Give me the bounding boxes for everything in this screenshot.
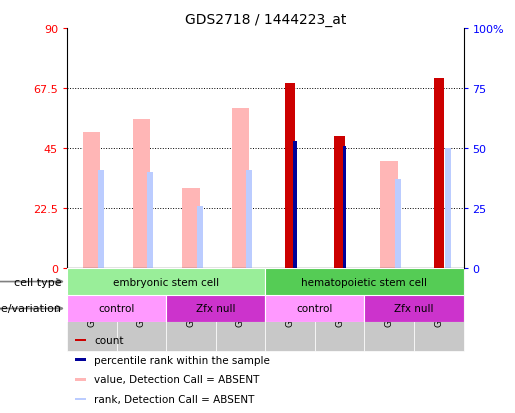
- Bar: [75, 398, 86, 400]
- Bar: [147, 173, 153, 268]
- Text: embryonic stem cell: embryonic stem cell: [113, 277, 219, 287]
- Text: control: control: [98, 304, 135, 314]
- Bar: [365, 268, 414, 351]
- Bar: [395, 180, 401, 268]
- Bar: [166, 268, 216, 351]
- Bar: [285, 84, 295, 268]
- Text: count: count: [94, 335, 124, 345]
- Bar: [216, 268, 265, 351]
- Text: Zfx null: Zfx null: [394, 304, 434, 314]
- Bar: [75, 378, 86, 381]
- Bar: [343, 146, 346, 268]
- Text: Zfx null: Zfx null: [196, 304, 235, 314]
- Bar: [293, 142, 297, 268]
- Title: GDS2718 / 1444223_at: GDS2718 / 1444223_at: [184, 12, 346, 26]
- Bar: [67, 295, 166, 322]
- Bar: [197, 206, 203, 268]
- Bar: [246, 170, 252, 268]
- Bar: [67, 268, 265, 295]
- Text: hematopoietic stem cell: hematopoietic stem cell: [301, 277, 427, 287]
- Text: genotype/variation: genotype/variation: [0, 304, 62, 314]
- Bar: [98, 170, 104, 268]
- Bar: [182, 189, 199, 268]
- Bar: [133, 119, 150, 268]
- Bar: [67, 268, 116, 351]
- Text: cell type: cell type: [14, 277, 62, 287]
- Bar: [381, 162, 398, 268]
- Bar: [75, 339, 86, 342]
- Bar: [265, 268, 315, 351]
- Text: value, Detection Call = ABSENT: value, Detection Call = ABSENT: [94, 375, 259, 385]
- Text: control: control: [297, 304, 333, 314]
- Bar: [265, 295, 365, 322]
- Bar: [75, 358, 86, 361]
- Bar: [414, 268, 464, 351]
- Bar: [83, 133, 100, 268]
- Bar: [116, 268, 166, 351]
- Text: rank, Detection Call = ABSENT: rank, Detection Call = ABSENT: [94, 394, 254, 404]
- Bar: [334, 137, 345, 268]
- Bar: [166, 295, 265, 322]
- Bar: [434, 79, 444, 268]
- Text: percentile rank within the sample: percentile rank within the sample: [94, 355, 270, 365]
- Bar: [265, 268, 464, 295]
- Bar: [232, 109, 249, 268]
- Bar: [315, 268, 365, 351]
- Bar: [444, 149, 451, 268]
- Bar: [365, 295, 464, 322]
